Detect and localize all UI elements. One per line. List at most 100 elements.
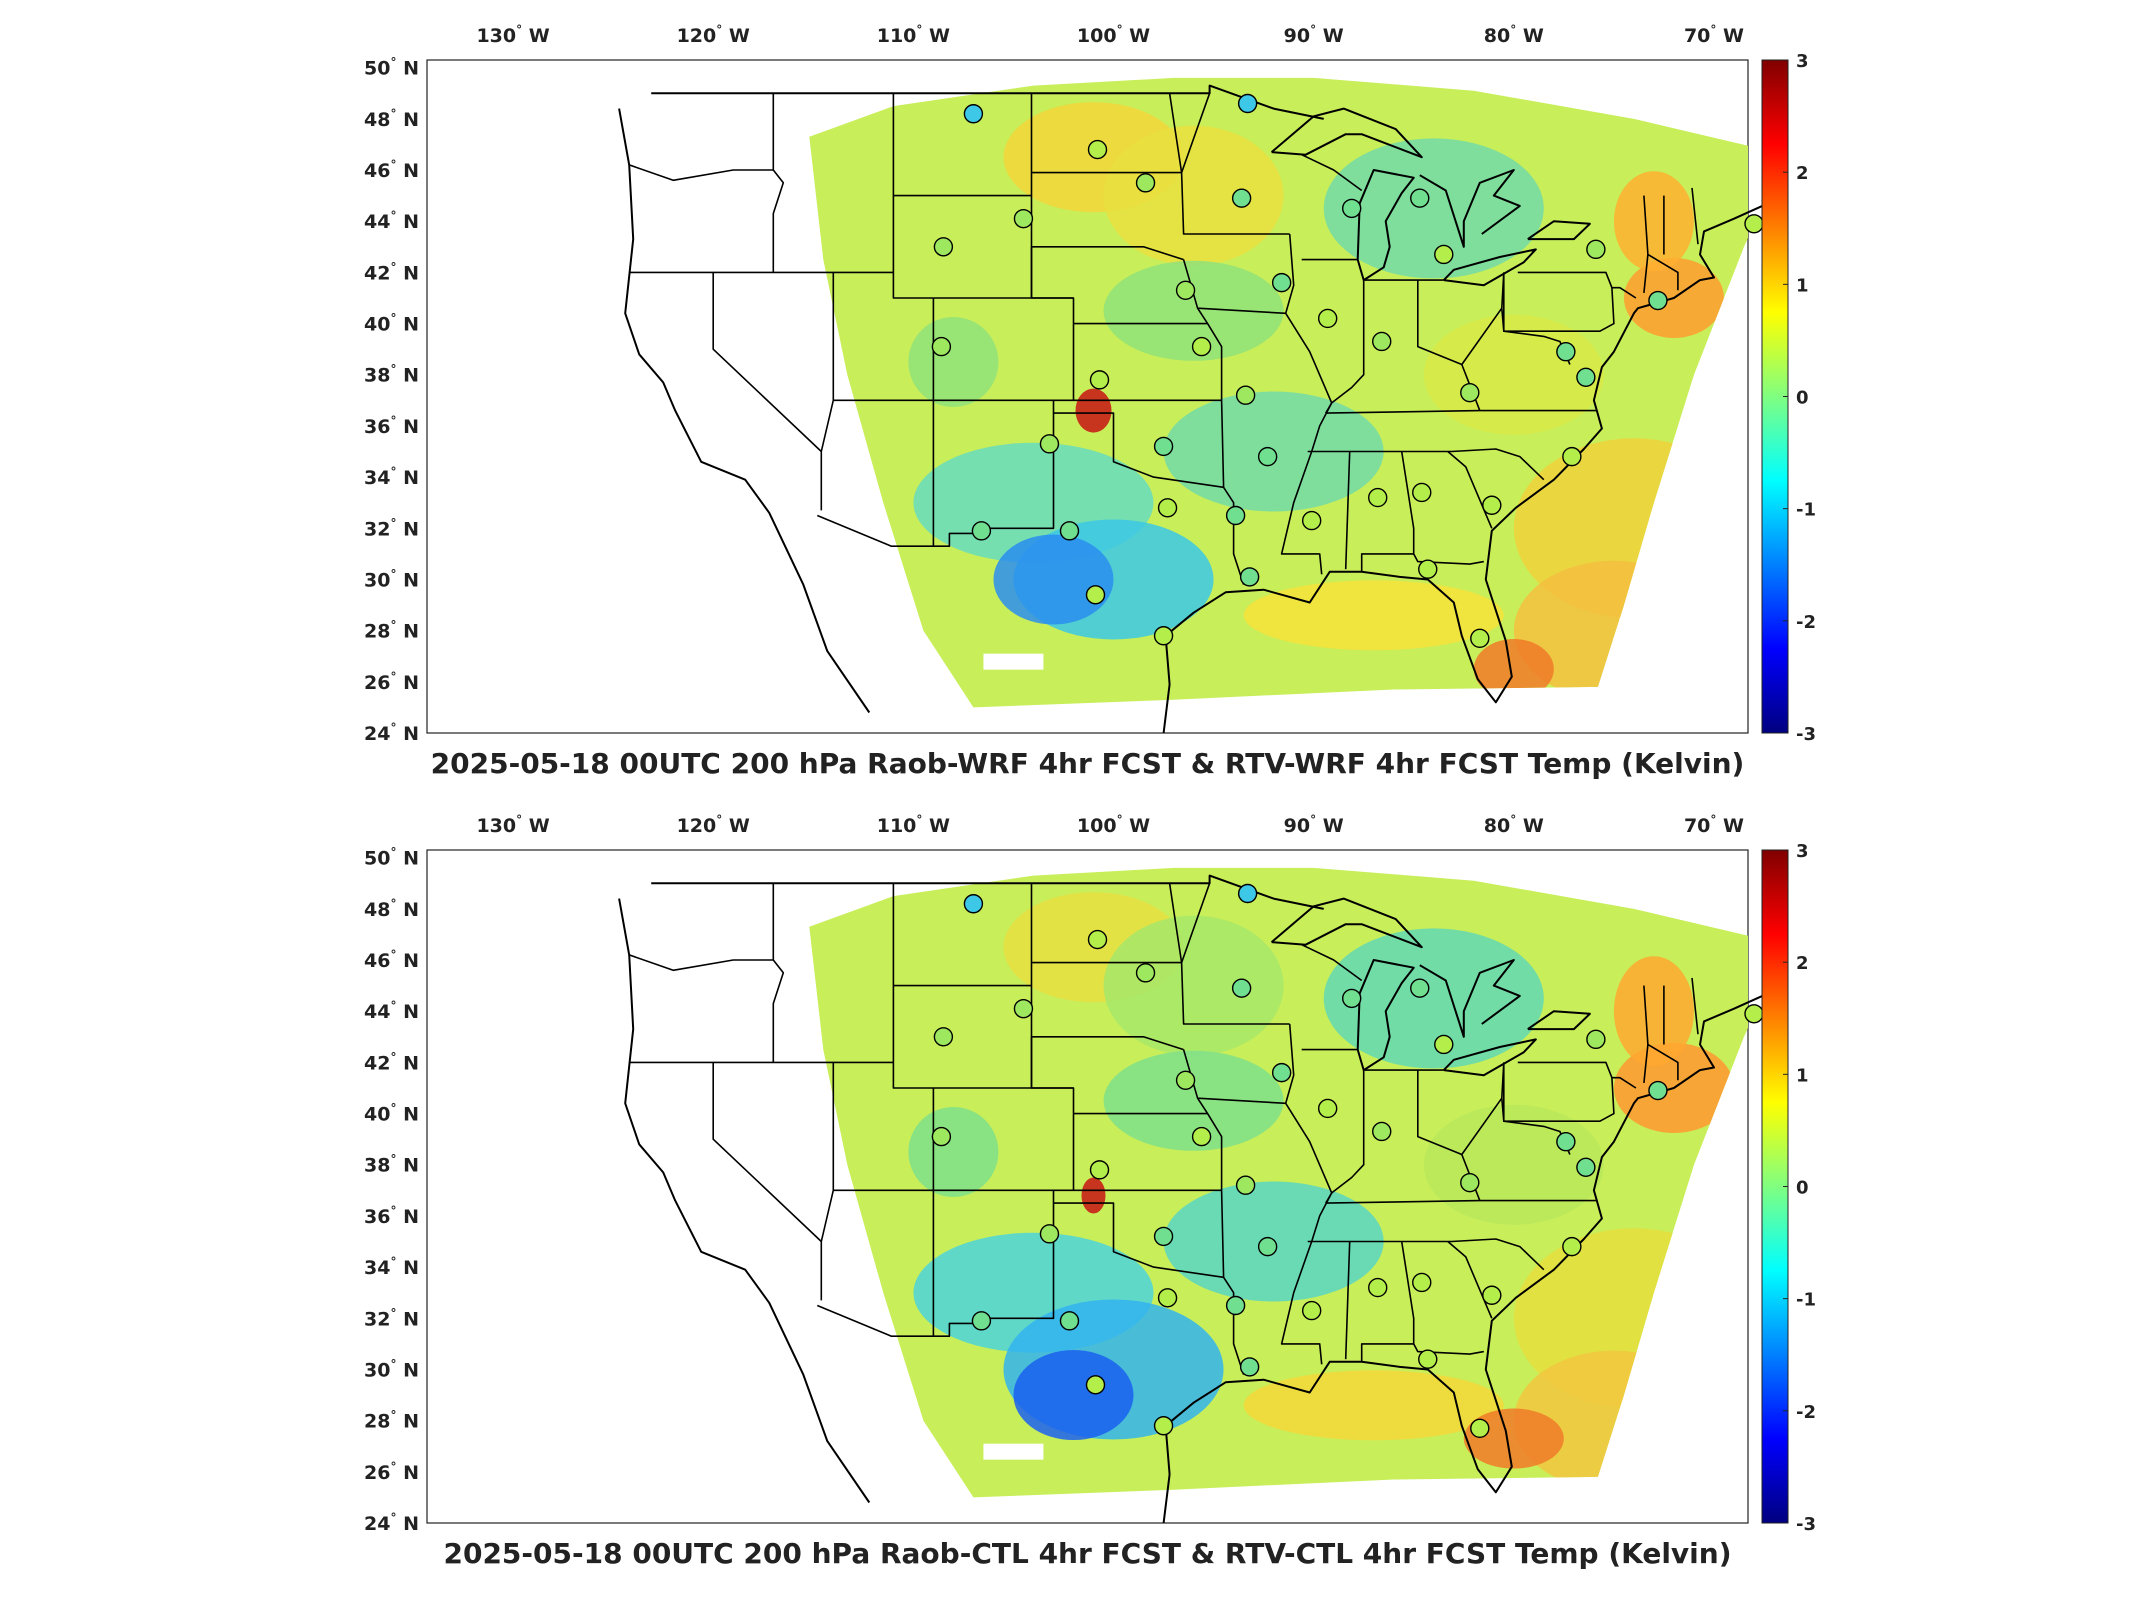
station-marker [1368,487,1388,508]
map-panel-bottom: 130° W 120° W 110° W 100° W 90° W 80° W 70° W 5… [0,790,2133,1600]
station-marker [1059,521,1080,541]
station-marker [1153,1226,1174,1247]
station-marker [1648,1080,1668,1101]
station-marker [1089,1160,1110,1180]
station-marker [933,237,954,257]
station-marker [1157,1288,1178,1308]
lat-tick-label: 30° N [364,567,419,591]
station-marker [1744,1004,1764,1024]
lat-tick-label: 32° N [364,1306,419,1330]
colorbar-tick-label: -2 [1796,612,1816,633]
state-and-coast-boundaries [618,84,1775,734]
station-marker [1257,1236,1278,1257]
station-marker [1410,978,1430,998]
station-marker [1460,382,1480,403]
station-marker [1237,883,1258,904]
lat-tick-label: 28° N [364,619,419,643]
station-marker [1089,370,1110,390]
colorbar-tick-label: 0 [1796,388,1809,409]
lat-tick-label: 40° N [364,312,419,336]
colorbar-tick-label: -3 [1796,724,1816,745]
station-marker [1013,998,1034,1019]
lon-tick-label: 110° W [877,23,950,47]
lat-tick-label: 32° N [364,516,419,540]
lat-tick-label: 30° N [364,1357,419,1381]
station-marker [1562,446,1582,467]
station-marker [1239,567,1260,587]
colorbar-tick-label: 2 [1796,163,1809,184]
station-marker [1175,280,1196,301]
station-marker [1434,244,1454,265]
station-marker [1556,342,1576,362]
station-marker [1434,1034,1454,1055]
lat-tick-label: 36° N [364,1204,419,1228]
station-marker [1239,1357,1260,1377]
station-marker [1317,308,1338,329]
station-marker [931,1126,952,1147]
station-marker [1586,239,1606,260]
station-marker [1135,963,1156,983]
station-marker [1157,498,1178,518]
station-marker [1175,1070,1196,1091]
station-marker [1562,1236,1582,1257]
panel-title: 2025-05-18 00UTC 200 hPa Raob-WRF 4hr FC… [431,747,1745,780]
raob-stations [931,883,1764,1439]
station-marker [1039,434,1060,454]
map-panel-top: 130° W 120° W 110° W 100° W 90° W 80° W 70° W 5… [0,0,2133,790]
lon-tick-label: 100° W [1077,813,1150,837]
map-figure-bottom: 130° W 120° W 110° W 100° W 90° W 80° W 70° W 5… [364,813,1816,1570]
lon-tick-label: 120° W [677,813,750,837]
lat-tick-label: 44° N [364,999,419,1023]
colorbar-tick-label: 2 [1796,953,1809,974]
station-marker [1482,1285,1502,1305]
lon-tick-label: 70° W [1684,813,1744,837]
station-marker [1135,173,1156,193]
station-marker [1412,1272,1432,1293]
station-marker [1744,214,1764,234]
station-marker [1341,198,1362,219]
colorbar-tick-label: -1 [1796,1290,1816,1311]
station-marker [1191,1126,1212,1147]
station-marker [1301,510,1322,531]
lat-tick-label: 34° N [364,1255,419,1279]
lat-tick-label: 50° N [364,846,419,870]
lat-tick-label: 42° N [364,1050,419,1074]
lon-tick-label: 110° W [877,813,950,837]
station-marker [1153,1416,1174,1436]
lat-tick-label: 46° N [364,948,419,972]
colorbar-tick-label: 3 [1796,51,1809,72]
lat-tick-label: 48° N [364,897,419,921]
station-marker [1368,1277,1388,1298]
station-marker [1237,93,1258,114]
station-marker [1648,290,1668,311]
station-marker [1231,978,1252,998]
station-marker [1410,188,1430,208]
lon-tick-label: 80° W [1484,23,1544,47]
colorbar-tick-label: -1 [1796,500,1816,521]
lat-tick-label: 38° N [364,1153,419,1177]
station-marker [971,1311,992,1331]
station-marker [1153,626,1174,646]
lat-tick-label: 50° N [364,56,419,80]
lon-tick-label: 70° W [1684,23,1744,47]
station-marker [1225,505,1246,526]
map-figure-top: 130° W 120° W 110° W 100° W 90° W 80° W 70° W 5… [364,23,1816,780]
lat-tick-label: 26° N [364,1460,419,1484]
station-marker [1372,331,1392,352]
temperature-difference-field [809,77,1754,708]
lat-tick-label: 24° N [364,1511,419,1535]
station-marker [1225,1295,1246,1316]
lat-tick-label: 38° N [364,363,419,387]
lat-tick-label: 24° N [364,721,419,745]
lat-tick-label: 44° N [364,209,419,233]
lon-tick-label: 130° W [476,813,549,837]
station-marker [1470,628,1490,649]
colorbar-tick-label: 1 [1796,275,1809,296]
station-marker [933,1027,954,1047]
raob-stations [931,93,1764,649]
colorbar-tick-label: -2 [1796,1402,1816,1423]
station-marker [1372,1121,1392,1142]
station-marker [1085,585,1106,605]
lon-tick-label: 120° W [677,23,750,47]
colorbar-tick-label: 1 [1796,1065,1809,1086]
